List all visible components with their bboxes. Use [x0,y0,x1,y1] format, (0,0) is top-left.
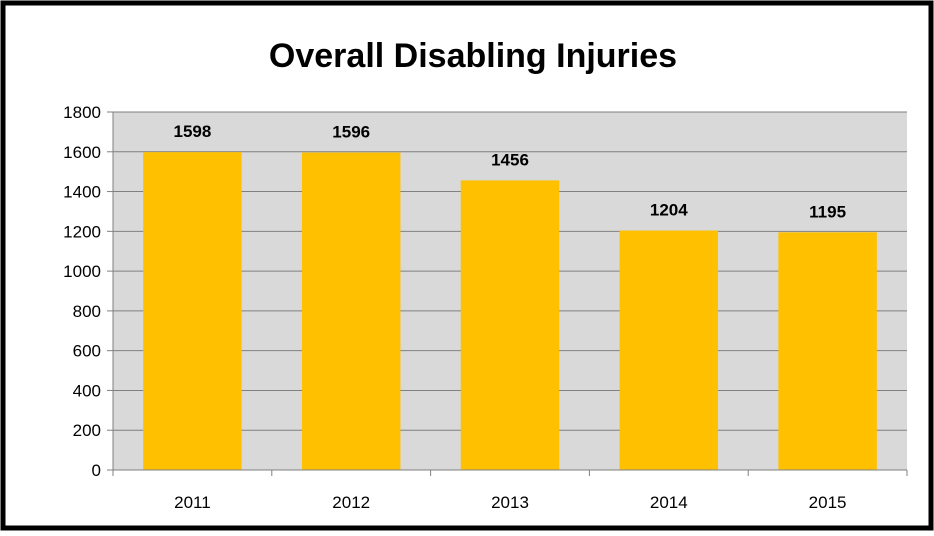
bar-2015 [778,232,877,470]
y-tick-label: 1200 [63,222,101,241]
data-label-2014: 1204 [650,201,688,220]
x-tick-label: 2014 [650,493,688,512]
y-tick-label: 600 [73,342,101,361]
x-axis: 2011 2012 2013 2014 2015 [112,469,908,512]
x-tick-label: 2011 [174,493,211,512]
y-axis: 0 200 400 600 800 1000 1200 1400 1600 1800 [63,103,114,480]
data-label-2012: 1596 [332,123,370,142]
y-tick-label: 1600 [63,143,101,162]
x-tick-label: 2015 [809,493,847,512]
data-label-2013: 1456 [491,150,529,169]
chart-title: Overall Disabling Injuries [269,37,677,75]
data-label-2011: 1598 [173,122,211,141]
y-tick-label: 400 [73,381,101,400]
data-labels: 1598 1596 1456 1204 1195 [173,122,846,221]
y-tick-label: 800 [73,302,101,321]
bar-2011 [143,152,242,471]
x-tick-label: 2012 [332,493,370,512]
bar-2012 [301,152,401,470]
y-tick-label: 1400 [63,183,101,202]
x-tick-label: 2013 [491,493,529,512]
bars [143,152,877,471]
y-tick-label: 0 [92,461,101,480]
data-label-2015: 1195 [809,202,846,221]
bar-2013 [460,180,560,470]
y-tick-label: 200 [73,421,101,440]
bar-2014 [619,230,719,470]
y-tick-label: 1000 [63,262,101,281]
y-tick-label: 1800 [63,103,101,122]
